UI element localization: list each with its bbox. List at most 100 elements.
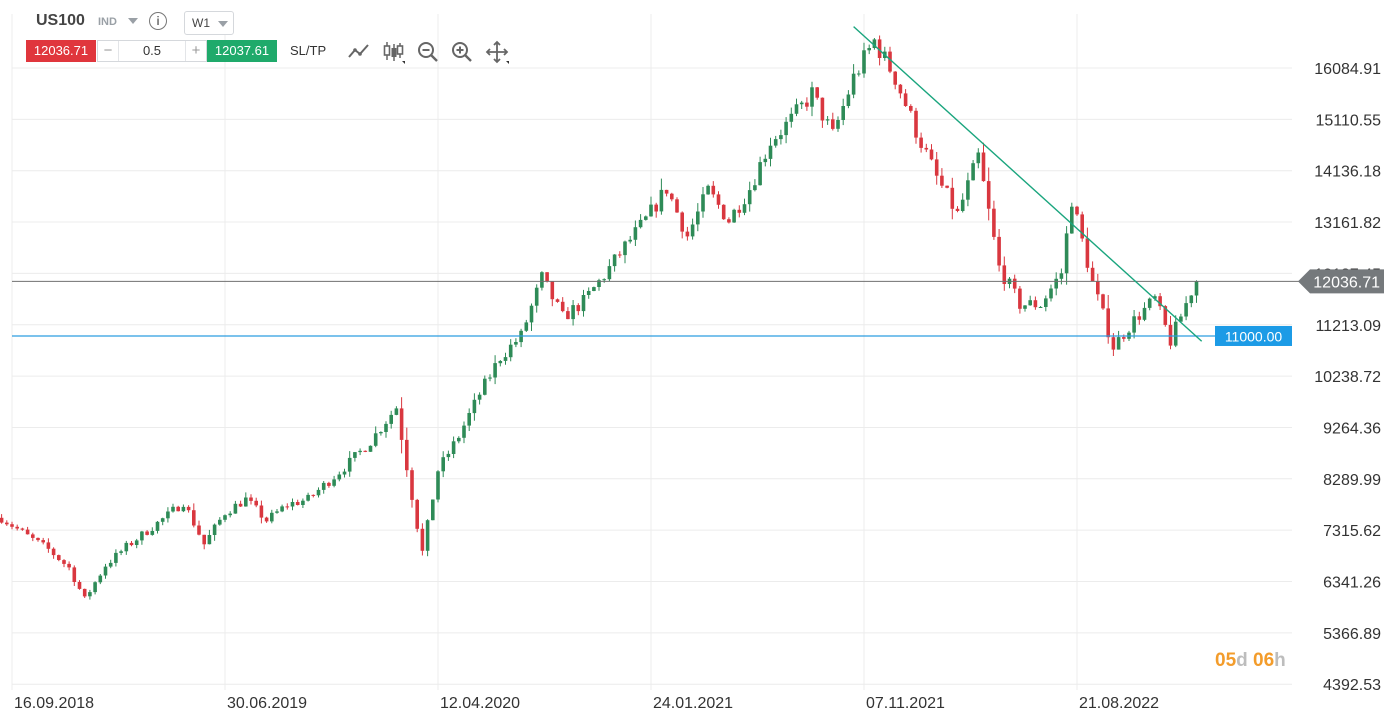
candle[interactable] — [93, 582, 97, 593]
candle[interactable] — [893, 71, 897, 85]
candle[interactable] — [529, 305, 534, 323]
candle[interactable] — [420, 528, 425, 551]
symbol-name[interactable]: US100 — [36, 12, 85, 29]
candle[interactable] — [368, 445, 373, 452]
trendline[interactable] — [853, 26, 1203, 342]
candle[interactable] — [1132, 316, 1136, 333]
candle[interactable] — [784, 121, 788, 136]
candle[interactable] — [1018, 288, 1022, 309]
candle[interactable] — [446, 453, 451, 458]
candle[interactable] — [1116, 337, 1121, 350]
candle[interactable] — [166, 511, 170, 519]
candle[interactable] — [129, 542, 134, 546]
candle[interactable] — [633, 227, 638, 240]
candle[interactable] — [514, 342, 518, 345]
candle[interactable] — [483, 378, 487, 395]
candle[interactable] — [1153, 296, 1157, 299]
candle[interactable] — [623, 241, 627, 256]
candle[interactable] — [1070, 206, 1074, 234]
candle[interactable] — [493, 363, 497, 378]
candle[interactable] — [602, 279, 606, 281]
candle[interactable] — [451, 441, 456, 454]
candle[interactable] — [321, 482, 326, 490]
candle[interactable] — [306, 494, 310, 501]
candle[interactable] — [659, 189, 664, 212]
candle[interactable] — [1023, 305, 1027, 309]
timeframe-select[interactable]: W1 — [184, 11, 234, 35]
candle[interactable] — [763, 158, 768, 163]
candle[interactable] — [431, 499, 435, 521]
candle[interactable] — [1101, 294, 1105, 309]
candle[interactable] — [218, 519, 222, 525]
candle[interactable] — [1049, 288, 1053, 299]
candle[interactable] — [488, 377, 492, 379]
candle[interactable] — [462, 425, 466, 438]
candle[interactable] — [872, 39, 877, 48]
candle[interactable] — [72, 567, 77, 582]
candle[interactable] — [716, 194, 721, 205]
candle[interactable] — [960, 199, 965, 211]
candle[interactable] — [358, 450, 362, 453]
candle[interactable] — [831, 119, 835, 129]
candle[interactable] — [228, 513, 232, 516]
candle[interactable] — [566, 311, 570, 320]
candle[interactable] — [664, 189, 669, 194]
candle[interactable] — [249, 497, 253, 501]
candle[interactable] — [737, 209, 742, 213]
candle[interactable] — [794, 104, 799, 114]
candle[interactable] — [384, 423, 388, 432]
candle[interactable] — [0, 517, 4, 523]
candle[interactable] — [789, 113, 794, 122]
candle[interactable] — [410, 470, 414, 500]
zoom-in-icon[interactable] — [450, 40, 474, 64]
candle[interactable] — [457, 437, 461, 442]
candle[interactable] — [114, 552, 118, 563]
candle[interactable] — [1059, 273, 1064, 279]
candles[interactable] — [0, 35, 1199, 600]
candle[interactable] — [353, 452, 357, 458]
candle[interactable] — [77, 582, 82, 589]
candle[interactable] — [275, 511, 279, 513]
candle[interactable] — [88, 592, 92, 597]
candle[interactable] — [607, 266, 612, 280]
candle[interactable] — [197, 525, 201, 535]
candle[interactable] — [867, 48, 871, 51]
candle[interactable] — [571, 305, 575, 320]
candle[interactable] — [618, 254, 622, 256]
candle[interactable] — [316, 489, 321, 496]
candle[interactable] — [363, 450, 368, 452]
candle[interactable] — [966, 180, 970, 200]
candle[interactable] — [119, 551, 123, 553]
candle[interactable] — [945, 185, 949, 188]
candle[interactable] — [1158, 296, 1162, 307]
candle[interactable] — [1147, 298, 1152, 308]
candle[interactable] — [758, 162, 762, 186]
candle[interactable] — [186, 506, 191, 511]
candle[interactable] — [280, 506, 284, 512]
candle[interactable] — [841, 106, 845, 120]
candle[interactable] — [67, 563, 71, 568]
buy-price-button[interactable]: 12037.61 — [207, 40, 277, 62]
candle[interactable] — [212, 524, 217, 535]
candle[interactable] — [560, 301, 565, 312]
candle[interactable] — [701, 194, 705, 212]
candle[interactable] — [1137, 316, 1142, 320]
candle[interactable] — [41, 540, 45, 543]
candle[interactable] — [176, 506, 180, 512]
candle[interactable] — [836, 120, 840, 129]
candle[interactable] — [160, 518, 165, 522]
candle[interactable] — [773, 139, 778, 146]
candle[interactable] — [747, 190, 752, 205]
candle[interactable] — [15, 526, 19, 529]
candle[interactable] — [768, 145, 773, 159]
sell-price-button[interactable]: 12036.71 — [26, 40, 96, 62]
candles-icon[interactable] — [381, 40, 405, 64]
zoom-out-icon[interactable] — [416, 40, 440, 64]
candle[interactable] — [311, 494, 316, 496]
candle[interactable] — [31, 534, 35, 538]
candle[interactable] — [1064, 233, 1069, 274]
candle[interactable] — [244, 497, 248, 507]
candle[interactable] — [857, 73, 861, 75]
candle[interactable] — [638, 219, 643, 228]
candle[interactable] — [753, 185, 757, 191]
